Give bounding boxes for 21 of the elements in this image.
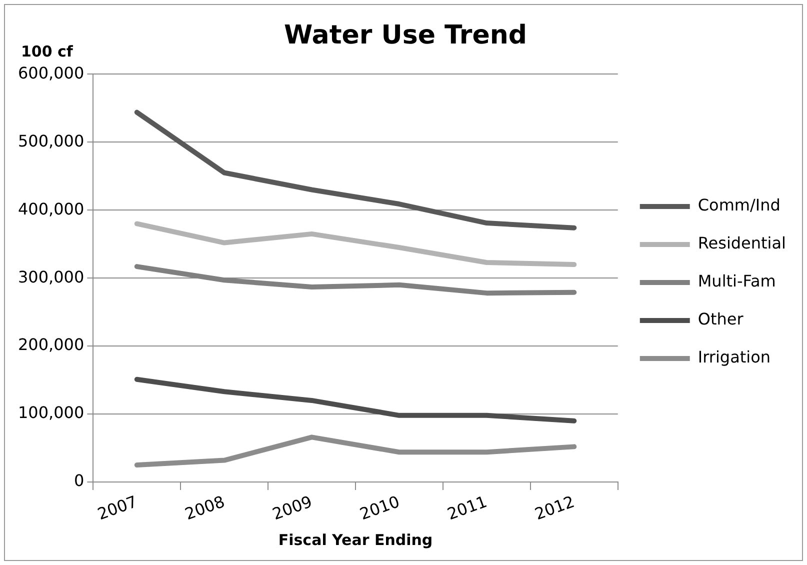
x-tick-label: 2011 [444,492,490,524]
x-tick-label: 2009 [270,492,315,524]
chart-title: Water Use Trend [284,20,527,50]
legend-label: Irrigation [698,348,771,367]
x-tick-label: 2010 [357,492,402,524]
y-tick-label: 100,000 [18,403,84,422]
y-tick-label: 200,000 [18,335,84,354]
y-tick-label: 300,000 [18,267,84,286]
legend-label: Multi-Fam [698,272,776,291]
legend-label: Comm/Ind [698,196,780,215]
y-tick-label: 500,000 [18,131,84,150]
legend-label: Residential [698,234,786,253]
x-tick-label: 2008 [182,492,228,524]
y-tick-label: 600,000 [18,63,84,82]
legend-label: Other [698,310,744,329]
x-tick-label: 2012 [532,492,577,524]
y-tick-label: 0 [74,471,84,490]
x-tick-label: 2007 [94,492,140,524]
y-tick-label: 400,000 [18,199,84,218]
y-axis-title: 100 cf [21,42,74,61]
x-axis-title: Fiscal Year Ending [278,530,433,549]
